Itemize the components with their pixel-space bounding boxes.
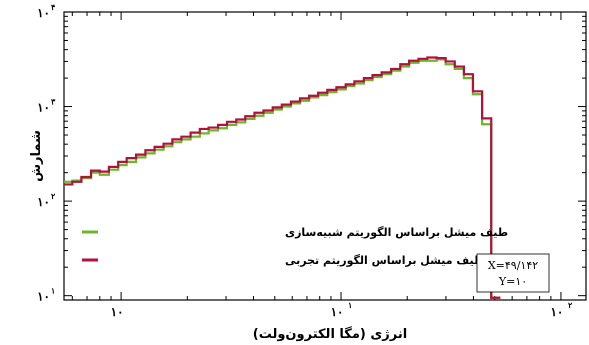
tick-labels: ۱۰ ۱۰ ۱ ۱۰ ۲۱۰ ۱۱۰ ۲۱۰ ۳۱۰ ۴ [37,2,573,319]
y-tick-label: ۱۰ [37,195,50,209]
y-tick-label-exponent: ۲ [51,191,56,201]
legend-label-experimental: طیف میشل براساس الگوریتم تجربی [285,254,484,267]
x-axis-title: انرژی (مگا الکترون‌ولت) [253,326,407,342]
y-tick-label-exponent: ۳ [51,97,56,107]
plot-area [63,11,587,301]
data-cursor-readout: X=۴۹/۱۴۲ Y=۱۰ [476,253,550,293]
series-lines [64,56,501,299]
y-tick-label: ۱۰ [37,290,50,304]
x-tick-label: ۱۰ [111,305,124,319]
plot-frame [63,11,587,301]
y-tick-label-exponent: ۴ [51,2,55,12]
y-tick-label: ۱۰ [37,101,50,115]
legend: طیف میشل براساس الگوریتم شبیه‌سازی طیف م… [82,226,508,267]
y-tick-label: ۱۰ [37,6,50,20]
series-line-experimental [64,56,501,299]
x-tick-label-exponent: ۱ [348,300,352,310]
y-axis-title: شمارش [29,130,44,182]
readout-x: X=۴۹/۱۴۲ [488,259,538,272]
x-tick-label: ۱۰ [550,305,563,319]
legend-label-simulation: طیف میشل براساس الگوریتم شبیه‌سازی [285,226,508,239]
y-tick-label-exponent: ۱ [51,286,55,296]
x-tick-label: ۱۰ [331,305,344,319]
readout-y: Y=۱۰ [498,275,527,288]
x-tick-label-exponent: ۲ [568,300,573,310]
readout-box [476,253,550,293]
